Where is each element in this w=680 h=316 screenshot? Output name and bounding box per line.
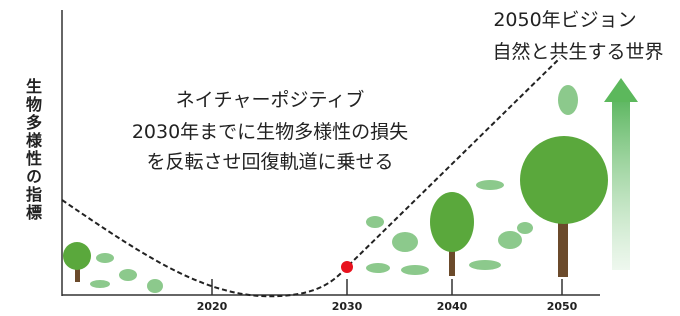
vision-line: 自然と共生する世界 <box>492 41 663 63</box>
arrow <box>604 78 638 270</box>
annotation-line: を反転させ回復軌道に乗せる <box>146 151 393 173</box>
y-axis-label: 生物多様性の指標 <box>20 78 44 222</box>
canvas: ネイチャーポジティブ 2030年までに生物多様性の損失 を反転させ回復軌道に乗せ… <box>0 0 680 316</box>
x-tick-label: 2050 <box>547 300 578 313</box>
x-tick-label: 2020 <box>197 300 228 313</box>
decorations <box>63 85 608 293</box>
x-tick-label: 2030 <box>332 300 363 313</box>
vision-line: 2050年ビジョン <box>493 9 636 31</box>
diagram: ネイチャーポジティブ 2030年までに生物多様性の損失 を反転させ回復軌道に乗せ… <box>0 0 680 316</box>
annotation-line: ネイチャーポジティブ <box>176 88 365 111</box>
x-tick-label: 2040 <box>437 300 468 313</box>
annotation-line: 2030年までに生物多様性の損失 <box>132 121 408 143</box>
tick-marks <box>212 279 562 295</box>
point-2030 <box>341 261 353 273</box>
